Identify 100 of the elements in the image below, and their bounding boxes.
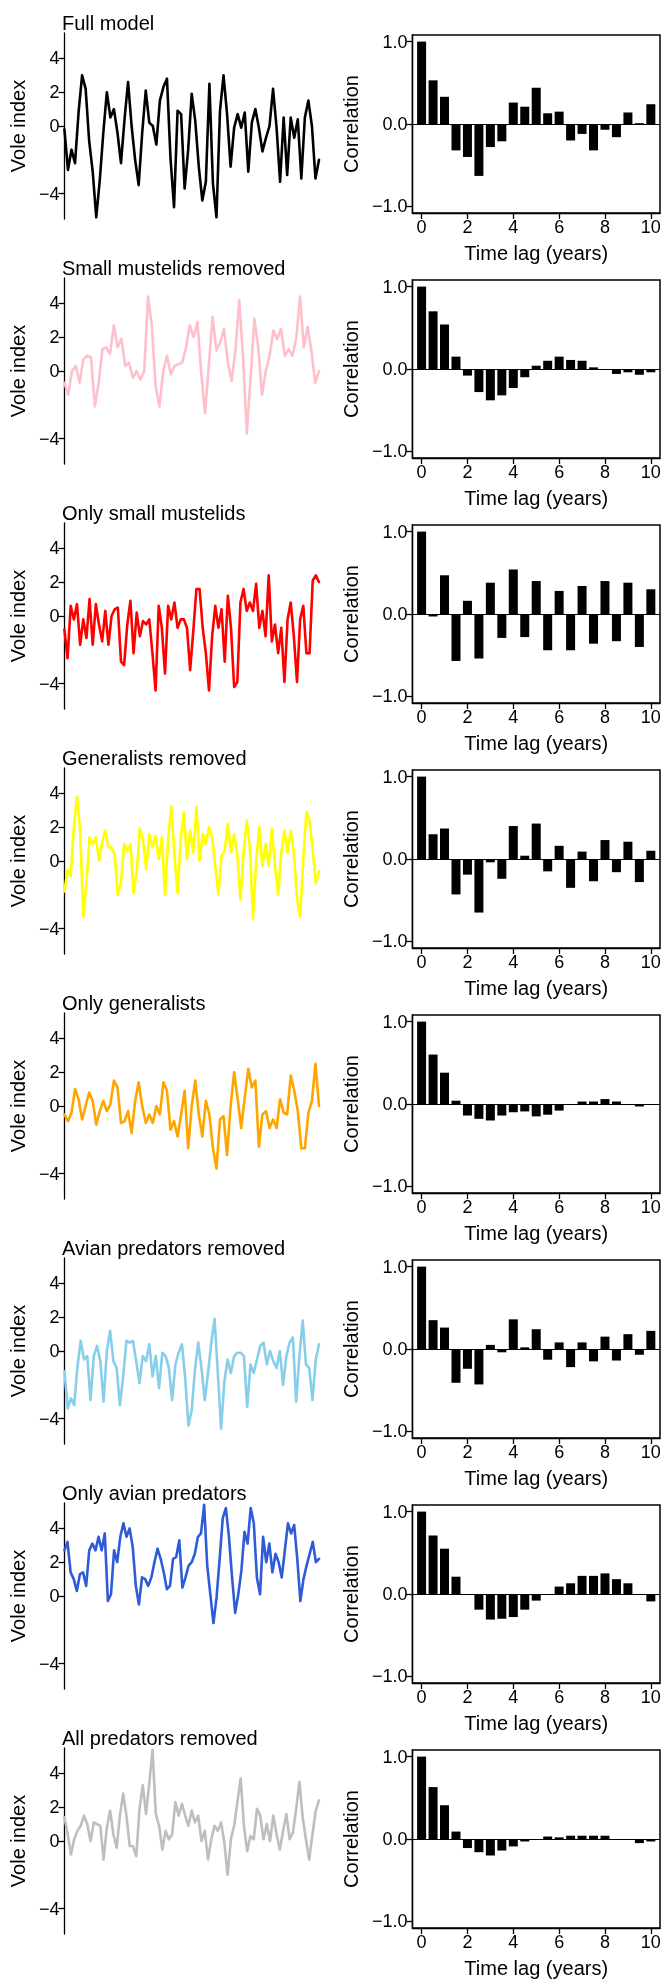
y-tick-label: −1.0 bbox=[371, 931, 408, 952]
y-tick-label: 4 bbox=[49, 1518, 60, 1539]
y-axis-title: Correlation bbox=[340, 75, 362, 173]
x-tick-label: 6 bbox=[554, 1197, 565, 1217]
y-axis-title: Vole index bbox=[7, 79, 29, 173]
x-tick-label: 10 bbox=[640, 1442, 661, 1462]
x-tick-label: 0 bbox=[416, 1687, 427, 1707]
x-tick-label: 8 bbox=[599, 707, 610, 727]
x-axis-title: Time lag (years) bbox=[464, 1957, 609, 1979]
y-axis-title: Vole index bbox=[7, 324, 29, 418]
chart-title: Avian predators removed bbox=[62, 1237, 286, 1259]
y-axis-title: Vole index bbox=[7, 569, 29, 663]
x-tick-label: 4 bbox=[508, 1442, 519, 1462]
x-tick-label: 2 bbox=[462, 952, 473, 972]
chart-title: All predators removed bbox=[62, 1727, 258, 1749]
y-tick-label: −4 bbox=[38, 1898, 60, 1919]
x-tick-label: 6 bbox=[554, 1687, 565, 1707]
chart-title: Generalists removed bbox=[62, 747, 247, 769]
x-tick-label: 6 bbox=[554, 1442, 565, 1462]
y-tick-label: −1.0 bbox=[371, 1176, 408, 1197]
x-tick-label: 8 bbox=[599, 462, 610, 482]
x-tick-label: 2 bbox=[462, 217, 473, 237]
y-tick-label: −4 bbox=[38, 1163, 60, 1184]
y-tick-label: 2 bbox=[49, 817, 60, 838]
x-tick-label: 0 bbox=[416, 462, 427, 482]
x-tick-label: 2 bbox=[462, 462, 473, 482]
y-tick-label: 4 bbox=[49, 538, 60, 559]
y-tick-label: −1.0 bbox=[371, 1911, 408, 1932]
x-axis-title: Time lag (years) bbox=[464, 1222, 609, 1244]
y-axis-title: Correlation bbox=[340, 1300, 362, 1398]
x-tick-label: 0 bbox=[416, 1932, 427, 1952]
y-axis-title: Vole index bbox=[7, 1794, 29, 1888]
x-axis-title: Time lag (years) bbox=[464, 1712, 609, 1734]
y-tick-label: 0 bbox=[49, 1831, 60, 1851]
y-tick-label: 4 bbox=[49, 1763, 60, 1784]
x-tick-label: 4 bbox=[508, 1932, 519, 1952]
y-tick-label: 1.0 bbox=[382, 1011, 408, 1032]
y-tick-label: −1.0 bbox=[371, 196, 408, 217]
y-tick-label: −1.0 bbox=[371, 1666, 408, 1687]
x-tick-label: 2 bbox=[462, 1932, 473, 1952]
x-tick-label: 0 bbox=[416, 1197, 427, 1217]
x-axis-title: Time lag (years) bbox=[464, 1467, 609, 1489]
x-tick-label: 8 bbox=[599, 1197, 610, 1217]
x-tick-label: 10 bbox=[640, 1932, 661, 1952]
y-axis-title: Correlation bbox=[340, 1055, 362, 1153]
y-tick-label: −4 bbox=[38, 1408, 60, 1429]
x-tick-label: 2 bbox=[462, 1687, 473, 1707]
y-tick-label: 1.0 bbox=[382, 1256, 408, 1277]
x-tick-label: 0 bbox=[416, 1442, 427, 1462]
y-tick-label: 4 bbox=[49, 48, 60, 69]
y-tick-label: 0 bbox=[49, 1096, 60, 1116]
y-tick-label: 2 bbox=[49, 572, 60, 593]
y-tick-label: −4 bbox=[38, 183, 60, 204]
x-tick-label: 8 bbox=[599, 1687, 610, 1707]
x-tick-label: 4 bbox=[508, 707, 519, 727]
y-tick-label: 1.0 bbox=[382, 1746, 408, 1767]
x-tick-label: 8 bbox=[599, 217, 610, 237]
y-tick-label: 0.0 bbox=[382, 1584, 408, 1604]
chart-title: Only small mustelids bbox=[62, 502, 246, 524]
y-tick-label: −4 bbox=[38, 918, 60, 939]
y-axis-title: Correlation bbox=[340, 565, 362, 663]
y-tick-label: −4 bbox=[38, 673, 60, 694]
y-tick-label: 0 bbox=[49, 116, 60, 136]
y-axis-title: Correlation bbox=[340, 320, 362, 418]
x-tick-label: 6 bbox=[554, 952, 565, 972]
x-tick-label: 10 bbox=[640, 217, 661, 237]
x-tick-label: 4 bbox=[508, 1687, 519, 1707]
y-axis-title: Correlation bbox=[340, 810, 362, 908]
x-tick-label: 6 bbox=[554, 217, 565, 237]
x-tick-label: 0 bbox=[416, 952, 427, 972]
y-axis-title: Vole index bbox=[7, 1059, 29, 1153]
y-tick-label: 0 bbox=[49, 606, 60, 626]
y-tick-label: −4 bbox=[38, 428, 60, 449]
y-tick-label: 0.0 bbox=[382, 114, 408, 134]
y-tick-label: 4 bbox=[49, 783, 60, 804]
y-tick-label: 4 bbox=[49, 293, 60, 314]
y-tick-label: 0 bbox=[49, 1341, 60, 1361]
x-tick-label: 10 bbox=[640, 707, 661, 727]
y-tick-label: 0.0 bbox=[382, 1339, 408, 1359]
x-tick-label: 0 bbox=[416, 707, 427, 727]
y-tick-label: 4 bbox=[49, 1273, 60, 1294]
x-tick-label: 4 bbox=[508, 1197, 519, 1217]
x-tick-label: 2 bbox=[462, 707, 473, 727]
y-tick-label: −1.0 bbox=[371, 686, 408, 707]
x-tick-label: 2 bbox=[462, 1197, 473, 1217]
y-axis-title: Correlation bbox=[340, 1790, 362, 1888]
y-axis-title: Vole index bbox=[7, 1549, 29, 1643]
x-tick-label: 8 bbox=[599, 1442, 610, 1462]
x-tick-label: 10 bbox=[640, 462, 661, 482]
y-tick-label: 2 bbox=[49, 1062, 60, 1083]
x-tick-label: 6 bbox=[554, 707, 565, 727]
x-tick-label: 8 bbox=[599, 1932, 610, 1952]
y-tick-label: 4 bbox=[49, 1028, 60, 1049]
y-tick-label: 1.0 bbox=[382, 31, 408, 52]
y-axis-title: Vole index bbox=[7, 814, 29, 908]
y-tick-label: −1.0 bbox=[371, 1421, 408, 1442]
y-tick-label: −1.0 bbox=[371, 441, 408, 462]
x-tick-label: 2 bbox=[462, 1442, 473, 1462]
x-tick-label: 4 bbox=[508, 952, 519, 972]
y-tick-label: 2 bbox=[49, 82, 60, 103]
